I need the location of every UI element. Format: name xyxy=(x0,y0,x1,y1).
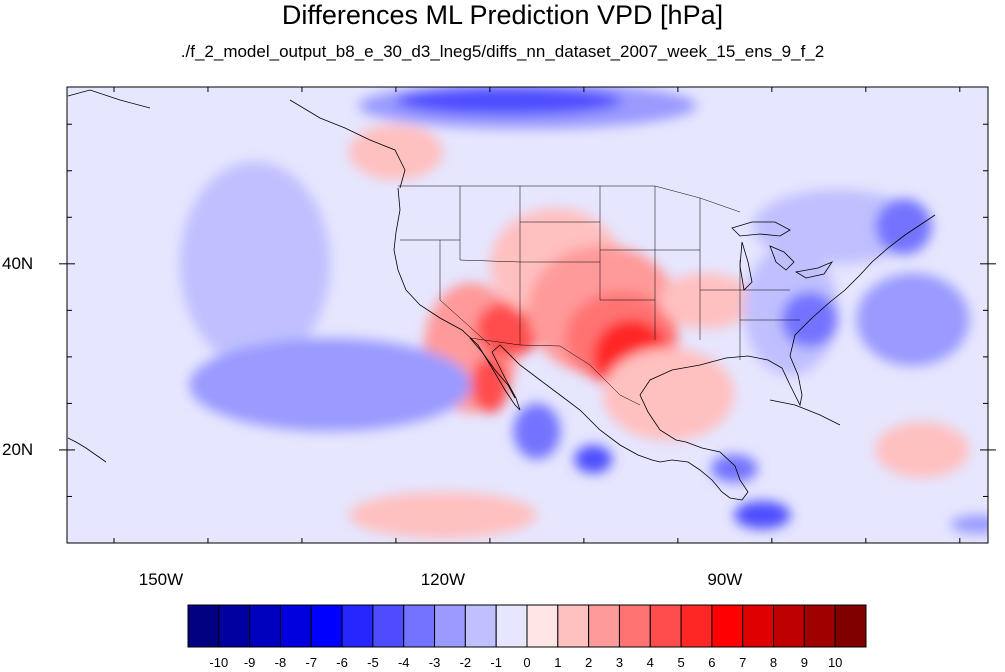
colorbar-tick-label: -9 xyxy=(243,655,256,670)
anomaly-patch xyxy=(856,273,970,367)
anomaly-patch xyxy=(950,515,988,534)
anomaly-patch xyxy=(875,422,970,478)
colorbar xyxy=(187,604,867,648)
colorbar-tick-label: 0 xyxy=(523,655,531,670)
anomaly-patch xyxy=(753,189,923,264)
anomaly-patch xyxy=(710,454,758,483)
colorbar-swatch xyxy=(557,604,590,648)
colorbar-swatch xyxy=(588,604,620,648)
lat-tick-label: 40N xyxy=(2,253,34,273)
colorbar-swatch xyxy=(372,604,405,648)
anomaly-patch xyxy=(513,403,561,460)
colorbar-tick-label: 2 xyxy=(585,655,593,670)
anomaly-patch xyxy=(574,445,613,474)
map-subtitle: ./f_2_model_output_b8_e_30_d3_lneg5/diff… xyxy=(180,42,825,61)
lon-tick-label: 90W xyxy=(707,570,743,589)
colorbar-swatch xyxy=(618,604,651,648)
colorbar-tick-label: -8 xyxy=(274,655,287,670)
colorbar-swatch xyxy=(279,604,312,648)
colorbar-tick-label: -7 xyxy=(305,655,318,670)
colorbar-tick-label: -10 xyxy=(209,655,229,670)
colorbar-tick-label: -3 xyxy=(428,655,441,670)
map-title: Differences ML Prediction VPD [hPa] xyxy=(281,0,724,30)
colorbar-swatch xyxy=(249,604,281,648)
colorbar-tick-label: -6 xyxy=(336,655,348,670)
colorbar-tick-label: 3 xyxy=(615,655,624,670)
colorbar-swatch xyxy=(526,604,559,648)
anomaly-patch xyxy=(348,491,537,539)
colorbar-swatch xyxy=(680,604,713,648)
colorbar-swatch xyxy=(403,604,436,648)
colorbar-tick-label: 1 xyxy=(554,655,562,670)
colorbar-tick-label: -5 xyxy=(367,655,379,670)
lat-tick-label: 20N xyxy=(2,439,34,459)
colorbar-tick-label: -4 xyxy=(397,655,410,670)
colorbar-swatch xyxy=(434,604,466,648)
anomaly-patch xyxy=(602,347,735,441)
colorbar-swatch xyxy=(834,604,867,648)
anomaly-patch xyxy=(659,273,754,329)
colorbar-swatch xyxy=(742,604,775,648)
anomaly-patch xyxy=(189,338,472,432)
anomaly-patch xyxy=(179,161,331,367)
colorbar-tick-label: 6 xyxy=(708,655,716,670)
anomaly-patch xyxy=(781,291,838,348)
colorbar-swatch xyxy=(649,604,682,648)
colorbar-tick-label: 9 xyxy=(800,655,808,670)
colorbar-swatch xyxy=(464,604,497,648)
anomaly-patch xyxy=(471,356,509,413)
colorbar-swatch xyxy=(495,604,528,648)
colorbar-tick-label: 5 xyxy=(677,655,685,670)
colorbar-tick-label: 8 xyxy=(769,655,778,670)
anomaly-patch xyxy=(734,501,791,530)
colorbar-swatch xyxy=(773,604,805,648)
anomaly-field xyxy=(179,87,988,539)
axis-ticks xyxy=(59,87,996,543)
coastlines xyxy=(67,89,936,501)
colorbar-swatch xyxy=(310,604,343,648)
colorbar-tick-label: 7 xyxy=(739,655,747,670)
colorbar-swatch xyxy=(218,604,251,648)
political-borders xyxy=(398,185,800,406)
lon-tick-label: 120W xyxy=(420,570,466,589)
anomaly-patch xyxy=(475,301,542,357)
colorbar-swatch xyxy=(341,604,374,648)
anomaly-patch xyxy=(395,87,622,115)
anomaly-patch xyxy=(875,198,932,255)
colorbar-swatch xyxy=(803,604,836,648)
lon-tick-label: 150W xyxy=(138,570,184,589)
colorbar-tick-label: -2 xyxy=(459,655,472,670)
colorbar-swatch xyxy=(711,604,744,648)
colorbar-swatch xyxy=(187,604,220,648)
colorbar-tick-label: 10 xyxy=(827,655,843,670)
map-frame xyxy=(66,86,989,544)
colorbar-tick-label: 4 xyxy=(646,655,654,670)
colorbar-tick-label: -1 xyxy=(490,655,502,670)
